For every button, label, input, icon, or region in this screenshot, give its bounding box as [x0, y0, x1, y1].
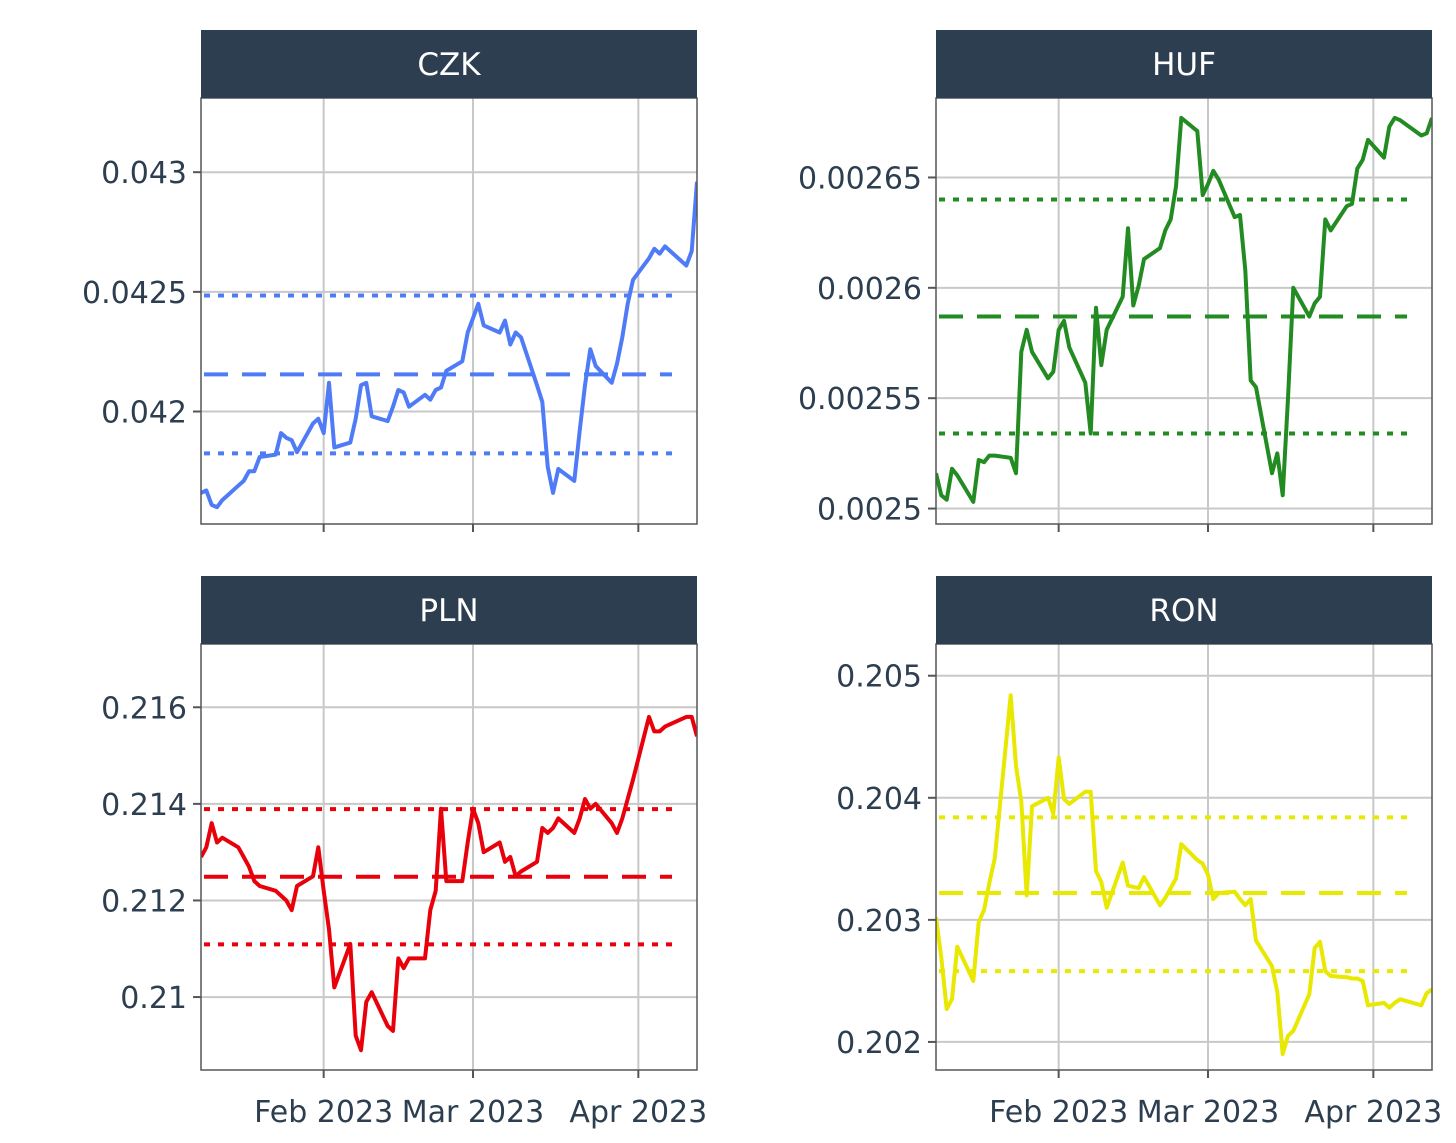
facet-title: HUF [1152, 47, 1216, 83]
facet-strip [201, 576, 697, 644]
y-tick-label: 0.042 [101, 396, 187, 431]
facet-huf: 0.0025 0.00255 0.0026 0.00265 HUF [798, 30, 1433, 532]
facet-title: CZK [417, 47, 481, 83]
x-tick-label: Apr 2023 [569, 1095, 707, 1130]
facet-czk: 0.042 0.0425 0.043 CZK [82, 30, 698, 532]
y-tick-label: 0.204 [836, 782, 922, 817]
facet-strip [936, 30, 1432, 98]
facet-strip [936, 576, 1432, 644]
czk-series-line [201, 181, 697, 510]
facet-title: PLN [419, 593, 478, 629]
facet-pln: 0.21 0.212 0.214 0.216 Feb 2023 Mar 2023 Apr 2… [101, 576, 707, 1130]
facet-title: RON [1149, 593, 1218, 629]
huf-series-line [936, 115, 1432, 504]
y-tick-label: 0.202 [836, 1026, 922, 1061]
x-tick-label: Feb 2023 [989, 1095, 1128, 1130]
y-tick-label: 0.00265 [798, 161, 922, 196]
facet-ron: 0.202 0.203 0.204 0.205 Feb 2023 Mar 2023 Apr … [836, 576, 1442, 1130]
x-tick-label: Mar 2023 [1137, 1095, 1280, 1130]
x-tick-label: Mar 2023 [402, 1095, 545, 1130]
y-tick-label: 0.043 [101, 156, 187, 191]
y-tick-label: 0.0025 [817, 493, 922, 528]
facet-strip [201, 30, 697, 98]
y-tick-label: 0.205 [836, 660, 922, 695]
y-tick-label: 0.216 [101, 691, 187, 726]
y-tick-label: 0.0026 [817, 272, 922, 307]
y-tick-label: 0.21 [120, 981, 187, 1016]
y-tick-label: 0.00255 [798, 382, 922, 417]
panel-background [201, 644, 697, 1070]
pln-series-line [201, 714, 697, 1053]
x-tick-label: Feb 2023 [254, 1095, 393, 1130]
ron-series-line [936, 693, 1432, 1057]
y-tick-label: 0.0425 [82, 276, 187, 311]
panel-background [201, 98, 697, 524]
y-tick-label: 0.203 [836, 904, 922, 939]
y-tick-label: 0.212 [101, 884, 187, 919]
y-tick-label: 0.214 [101, 788, 187, 823]
panel-background [936, 644, 1432, 1070]
x-tick-label: Apr 2023 [1304, 1095, 1442, 1130]
